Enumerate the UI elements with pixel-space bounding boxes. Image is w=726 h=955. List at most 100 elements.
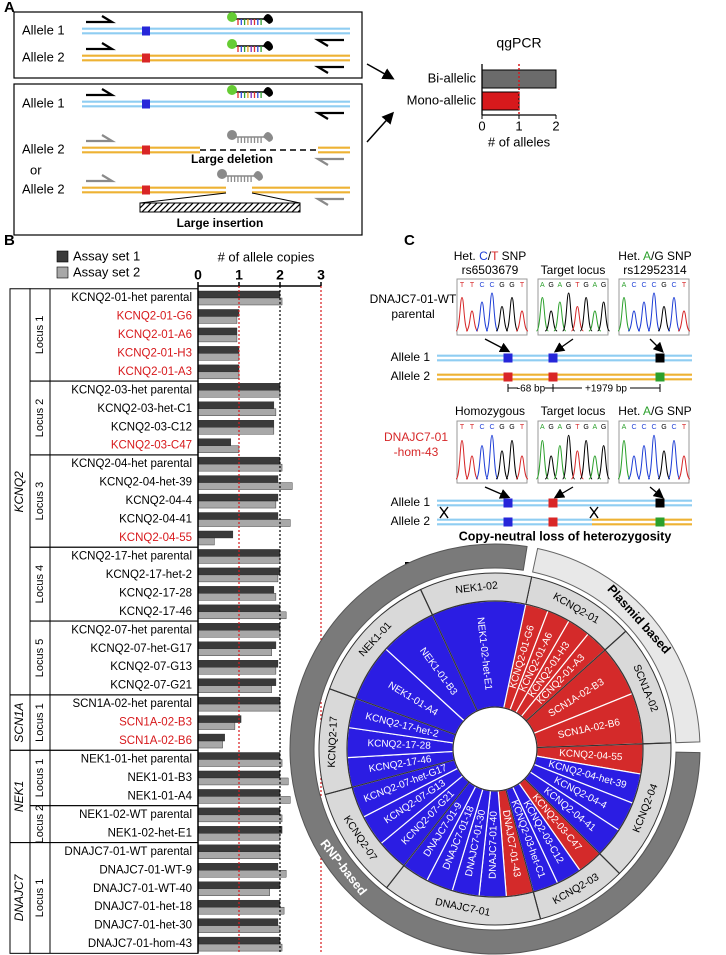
- sample-label: DNAJC7-01-WT: [370, 292, 457, 306]
- bar: [197, 537, 215, 546]
- bar: [197, 530, 234, 539]
- base-call: C: [671, 424, 676, 431]
- chromatogram-frame: [537, 278, 609, 336]
- base-call: A: [558, 282, 563, 289]
- probe-quencher: [253, 170, 263, 181]
- snp-title-part: A: [643, 404, 651, 418]
- bar: [197, 346, 240, 354]
- bar: [197, 722, 236, 730]
- base-call: A: [593, 424, 598, 431]
- allele-marker: [142, 26, 150, 36]
- x-tick-label: 1: [235, 267, 243, 283]
- locus-label: Locus 1: [34, 879, 46, 918]
- base-call: C: [651, 282, 656, 289]
- locus-label: Locus 2: [34, 399, 46, 438]
- chromatogram-peak: [637, 445, 651, 480]
- row-label: DNAJC7-01-hom-43: [88, 938, 192, 950]
- base-call: T: [470, 424, 475, 431]
- chromatogram-peak: [553, 301, 567, 332]
- pointer-arrow: [553, 338, 574, 353]
- bar: [197, 660, 279, 668]
- bar: [197, 427, 275, 435]
- row-label: NEK1-01-B3: [127, 772, 192, 784]
- row-label: KCNQ2-07-het-G17: [90, 643, 192, 655]
- base-call: C: [489, 424, 494, 431]
- chromatogram-peak: [515, 310, 529, 332]
- chromatogram-peak: [677, 455, 691, 480]
- row-label: DNAJC7-01-WT parental: [64, 846, 192, 858]
- x-tick-label: 0: [478, 118, 485, 133]
- probe-fluorophore: [227, 130, 237, 140]
- row-label: KCNQ2-01-A6: [118, 329, 192, 341]
- row-label: KCNQ2-07-het parental: [71, 624, 192, 636]
- sample-label: DNAJC7-01: [384, 430, 448, 444]
- group-label: NEK1-02: [455, 579, 499, 596]
- snp-id: rs6503679: [462, 263, 519, 277]
- chromatogram-peak: [570, 450, 584, 480]
- sample-label: parental: [391, 307, 434, 321]
- probe-quencher: [263, 13, 273, 24]
- axis-title: # of allele copies: [218, 249, 315, 264]
- probe-quencher: [263, 86, 273, 97]
- group-divider: [505, 789, 542, 920]
- chromatogram-peak: [475, 445, 489, 480]
- bar: [197, 678, 277, 686]
- gene-label: SCN1A: [12, 703, 26, 743]
- base-call: G: [499, 282, 504, 289]
- allele-marker: [548, 498, 558, 508]
- row-label: KCNQ2-04-4: [126, 495, 193, 507]
- snp-title: Homozygous: [455, 404, 525, 418]
- chromatogram-peak: [579, 296, 593, 332]
- group-divider: [329, 688, 456, 736]
- row-label: KCNQ2-01-H3: [117, 347, 192, 359]
- legend-label: Assay set 1: [73, 248, 140, 263]
- bar: [197, 401, 275, 409]
- locus-box: [29, 842, 199, 954]
- axis-title: # of alleles: [488, 134, 551, 149]
- bar: [197, 906, 285, 915]
- conclusion: Copy-neutral loss of heterozygosity: [459, 529, 672, 543]
- group-label: KCNQ2-17: [326, 716, 340, 768]
- chromatogram-peak: [465, 310, 479, 332]
- panel-label: B: [4, 232, 15, 249]
- chromatogram-peak: [637, 301, 651, 332]
- chromatogram-peak: [475, 301, 489, 332]
- bar: [197, 334, 238, 343]
- crossover: [439, 506, 449, 519]
- center-hole: [452, 706, 538, 792]
- group-divider: [525, 630, 627, 722]
- bar: [197, 475, 279, 483]
- allele-label: Allele 2: [22, 49, 65, 64]
- chromatogram-peak: [588, 455, 602, 480]
- locus-label: Locus 4: [34, 565, 46, 604]
- probe-fluorophore: [227, 12, 237, 22]
- group-divider: [524, 778, 620, 874]
- base-call: T: [575, 282, 580, 289]
- bar: [197, 796, 291, 804]
- chromatogram-peak: [544, 455, 558, 480]
- allele-marker: [142, 53, 150, 63]
- panel-label: A: [4, 0, 15, 16]
- bar: [197, 482, 293, 490]
- pointer-arrow: [649, 486, 664, 499]
- bar: [197, 685, 273, 693]
- allele-label: Allele 2: [22, 181, 65, 196]
- probe-quencher: [263, 40, 273, 51]
- allele-marker: [142, 185, 150, 195]
- chromatogram-peak: [657, 305, 671, 332]
- base-call: C: [651, 424, 656, 431]
- panel-box: [13, 11, 363, 79]
- snp-title-part: /G SNP: [651, 404, 692, 418]
- crossover: [589, 506, 599, 519]
- row-label: NEK1-01-A4: [127, 790, 192, 802]
- insertion: [139, 202, 301, 213]
- chromatogram-peak: [570, 305, 584, 332]
- allele-marker: [503, 372, 513, 382]
- allele-marker: [503, 517, 513, 527]
- chromatogram-peak: [597, 445, 611, 480]
- bar: [197, 297, 283, 306]
- chromatogram-peak: [465, 455, 479, 480]
- base-call: C: [641, 282, 646, 289]
- insertion-guide: [251, 192, 301, 204]
